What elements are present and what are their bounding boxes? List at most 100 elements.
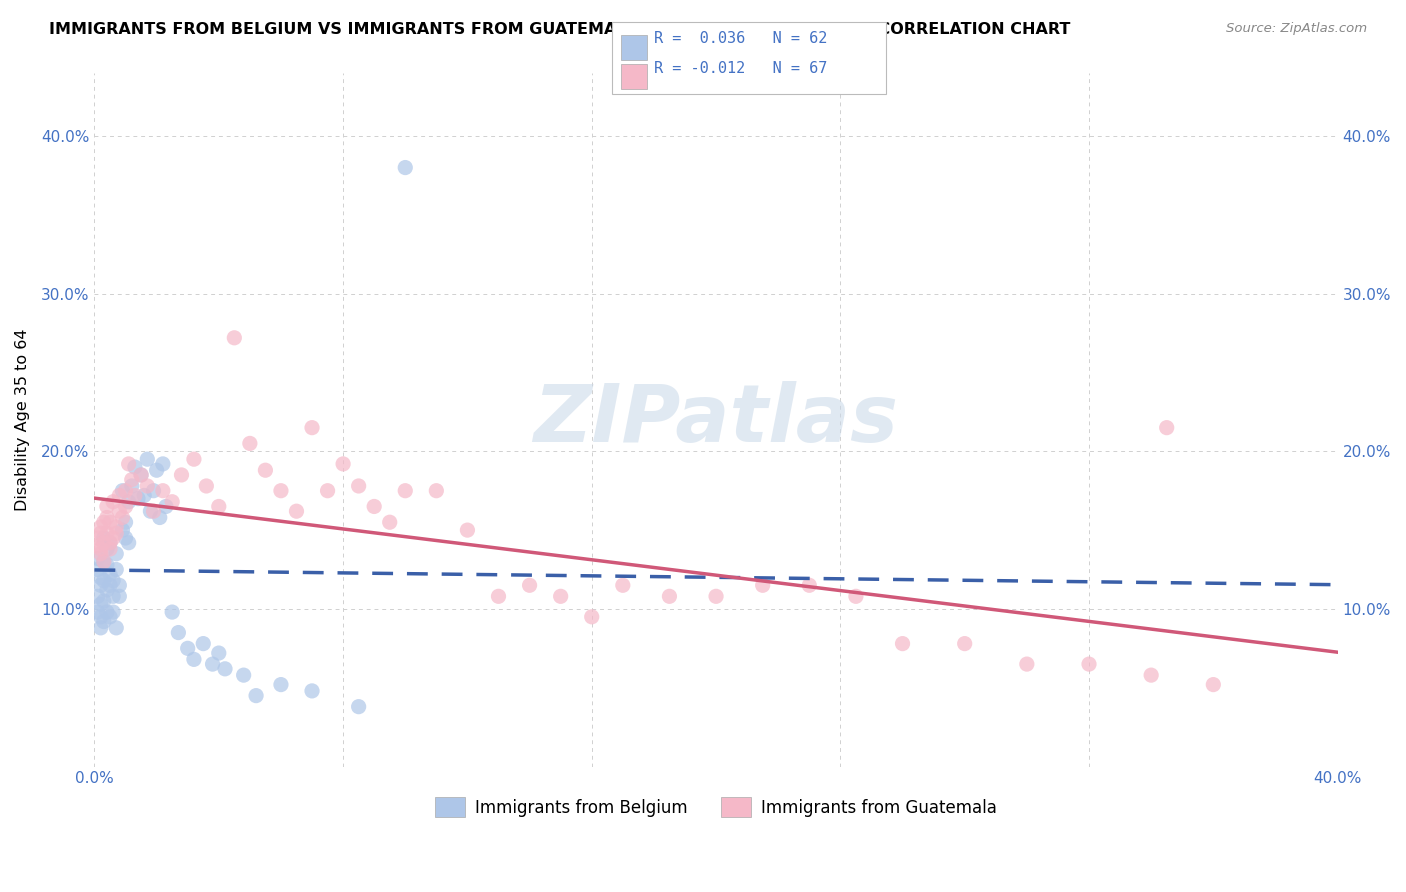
Point (332, 457, 354, 471)
Point (193, 637, 215, 651)
Point (378, 515, 401, 529)
Point (93, 555, 115, 569)
Point (245, 689, 267, 703)
Point (86, 531, 108, 545)
Point (86, 590, 108, 604)
Point (105, 526, 128, 541)
Point (195, 479, 218, 493)
Point (183, 652, 205, 666)
Point (90, 570, 112, 584)
Point (118, 535, 141, 549)
Point (98, 535, 121, 549)
Point (105, 520, 128, 534)
Point (111, 483, 134, 498)
Point (152, 457, 174, 471)
Text: ZIPatlas: ZIPatlas (533, 381, 898, 458)
Point (101, 574, 124, 588)
Point (1140, 668, 1163, 682)
Point (224, 331, 246, 345)
Point (108, 590, 131, 604)
Point (96, 500, 118, 514)
Point (139, 504, 162, 518)
Point (124, 488, 146, 502)
Point (214, 662, 236, 676)
Point (177, 641, 200, 656)
Point (93, 515, 115, 529)
Point (254, 463, 277, 477)
Point (129, 467, 152, 482)
Point (160, 494, 183, 508)
Point (581, 609, 603, 624)
Point (96, 558, 118, 572)
Point (105, 547, 128, 561)
Point (149, 510, 172, 524)
Point (145, 463, 167, 477)
Point (142, 483, 165, 498)
Point (550, 590, 572, 604)
Point (93, 615, 115, 629)
Point (201, 657, 224, 672)
Point (363, 500, 385, 514)
Point (142, 504, 165, 518)
Legend: Immigrants from Belgium, Immigrants from Guatemala: Immigrants from Belgium, Immigrants from… (429, 790, 1004, 824)
Point (101, 494, 124, 508)
Point (121, 479, 143, 493)
Point (96, 605, 118, 619)
Point (108, 504, 131, 518)
Point (90, 621, 112, 635)
Point (96, 542, 118, 557)
Point (105, 562, 128, 576)
Point (1015, 657, 1038, 672)
Point (136, 452, 159, 467)
Point (90, 526, 112, 541)
Point (98, 567, 121, 582)
Point (285, 504, 308, 518)
Point (86, 562, 108, 576)
Point (658, 590, 681, 604)
Point (134, 488, 156, 502)
Point (239, 436, 262, 450)
Point (93, 574, 115, 588)
Point (232, 668, 254, 682)
Point (90, 609, 112, 624)
Point (86, 551, 108, 566)
Text: IMMIGRANTS FROM BELGIUM VS IMMIGRANTS FROM GUATEMALA DISABILITY AGE 35 TO 64 COR: IMMIGRANTS FROM BELGIUM VS IMMIGRANTS FR… (49, 22, 1070, 37)
Point (347, 479, 370, 493)
Point (98, 535, 121, 549)
Point (105, 621, 128, 635)
Point (845, 590, 868, 604)
Point (316, 483, 339, 498)
Point (704, 590, 727, 604)
Point (98, 542, 121, 557)
Point (891, 637, 914, 651)
Point (96, 510, 118, 524)
Point (114, 531, 136, 545)
Point (111, 523, 134, 537)
Point (121, 473, 143, 487)
Point (394, 483, 416, 498)
Point (93, 531, 115, 545)
Point (101, 590, 124, 604)
Point (953, 637, 976, 651)
Point (114, 483, 136, 498)
Point (114, 515, 136, 529)
Point (394, 161, 416, 175)
Point (270, 483, 292, 498)
Point (1156, 420, 1178, 434)
Point (98, 515, 121, 529)
Point (101, 531, 124, 545)
Point (86, 539, 108, 553)
Point (170, 467, 193, 482)
Point (93, 594, 115, 608)
Point (301, 684, 323, 698)
Text: R = -0.012   N = 67: R = -0.012 N = 67 (654, 61, 827, 76)
Point (129, 467, 152, 482)
Point (167, 625, 190, 640)
Point (183, 452, 205, 467)
Point (108, 578, 131, 592)
Point (98, 609, 121, 624)
Point (127, 491, 149, 506)
Point (208, 500, 231, 514)
Point (612, 578, 634, 592)
Point (101, 605, 124, 619)
